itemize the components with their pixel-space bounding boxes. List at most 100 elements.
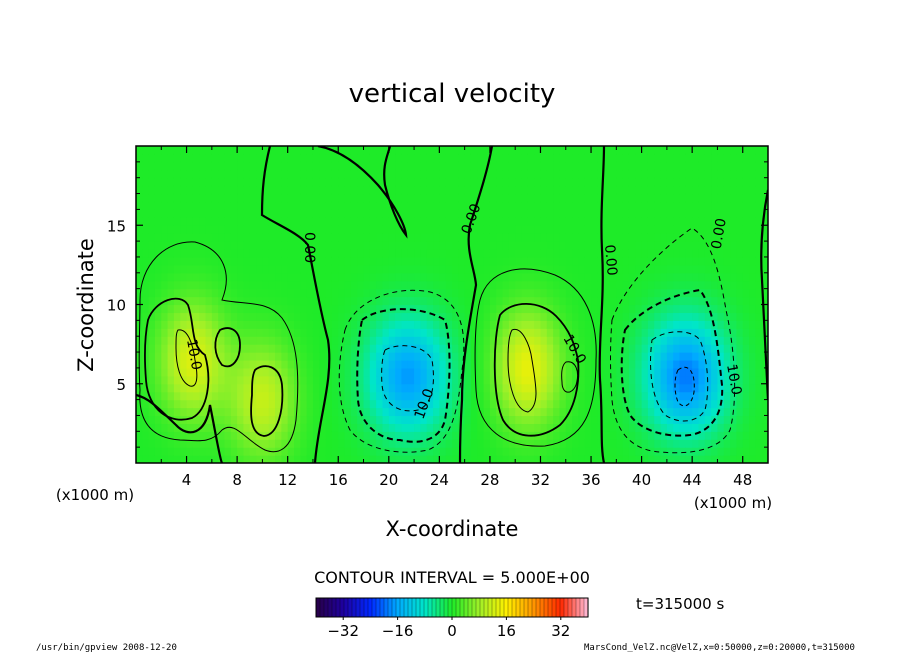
field-cell bbox=[711, 304, 719, 314]
field-cell bbox=[483, 201, 491, 210]
field-cell bbox=[489, 153, 497, 163]
field-cell bbox=[546, 375, 554, 385]
field-cell bbox=[243, 399, 251, 409]
field-cell bbox=[382, 272, 390, 282]
field-cell bbox=[565, 415, 573, 424]
field-cell bbox=[616, 359, 624, 369]
field-cell bbox=[464, 209, 472, 218]
field-cell bbox=[578, 328, 586, 337]
field-cell bbox=[660, 264, 668, 274]
field-cell bbox=[256, 359, 263, 369]
colorbar-swatch bbox=[383, 597, 389, 618]
field-cell bbox=[268, 352, 276, 361]
field-cell bbox=[161, 146, 169, 155]
field-cell bbox=[616, 415, 624, 424]
field-cell bbox=[666, 185, 674, 195]
field-cell bbox=[591, 359, 598, 369]
field-cell bbox=[180, 177, 188, 187]
field-cell bbox=[218, 344, 226, 353]
field-cell bbox=[420, 399, 428, 409]
field-cell bbox=[262, 423, 270, 432]
field-cell bbox=[243, 209, 251, 218]
field-cell bbox=[243, 193, 251, 203]
field-cell bbox=[470, 146, 478, 155]
field-cell bbox=[464, 185, 472, 195]
field-cell bbox=[218, 217, 226, 226]
field-cell bbox=[300, 280, 308, 290]
field-cell bbox=[540, 455, 548, 463]
field-cell bbox=[237, 201, 245, 210]
field-cell bbox=[395, 241, 403, 250]
field-cell bbox=[268, 431, 276, 440]
field-cell bbox=[578, 264, 586, 274]
field-cell bbox=[635, 336, 643, 345]
field-cell bbox=[281, 272, 289, 282]
field-cell bbox=[306, 312, 314, 321]
field-cell bbox=[180, 399, 188, 409]
field-cell bbox=[433, 288, 440, 298]
field-cell bbox=[761, 264, 768, 274]
field-cell bbox=[591, 296, 598, 306]
field-cell bbox=[496, 423, 504, 432]
field-cell bbox=[534, 209, 542, 218]
field-cell bbox=[350, 336, 358, 345]
field-cell bbox=[483, 367, 491, 377]
field-cell bbox=[180, 447, 188, 456]
field-cell bbox=[186, 288, 194, 298]
field-cell bbox=[407, 225, 415, 234]
field-cell bbox=[730, 344, 737, 353]
field-cell bbox=[205, 169, 213, 179]
x-tick-label: 20 bbox=[379, 471, 398, 489]
field-cell bbox=[142, 264, 150, 274]
field-cell bbox=[452, 320, 459, 329]
field-cell bbox=[136, 146, 143, 155]
field-cell bbox=[161, 383, 169, 393]
field-cell bbox=[692, 367, 700, 377]
field-cell bbox=[730, 201, 737, 210]
field-cell bbox=[742, 304, 750, 314]
field-cell bbox=[508, 288, 516, 298]
field-cell bbox=[622, 256, 630, 266]
field-cell bbox=[723, 431, 731, 440]
field-cell bbox=[527, 439, 535, 448]
field-cell bbox=[338, 177, 346, 187]
field-cell bbox=[230, 288, 238, 298]
field-cell bbox=[654, 296, 662, 306]
field-cell bbox=[192, 264, 200, 274]
field-cell bbox=[723, 328, 731, 337]
field-cell bbox=[199, 161, 207, 171]
field-cell bbox=[256, 233, 263, 242]
field-cell bbox=[192, 328, 200, 337]
field-cell bbox=[704, 439, 712, 448]
field-cell bbox=[256, 423, 263, 432]
field-cell bbox=[736, 431, 744, 440]
field-cell bbox=[730, 359, 737, 369]
field-cell bbox=[433, 455, 440, 463]
field-cell bbox=[275, 280, 282, 290]
field-cell bbox=[294, 280, 301, 290]
field-cell bbox=[464, 201, 472, 210]
field-cell bbox=[262, 359, 270, 369]
field-cell bbox=[489, 359, 497, 369]
field-cell bbox=[610, 288, 617, 298]
field-cell bbox=[173, 169, 181, 179]
field-cell bbox=[161, 256, 169, 266]
field-cell bbox=[161, 185, 169, 195]
field-cell bbox=[452, 383, 459, 393]
field-cell bbox=[161, 407, 169, 417]
field-cell bbox=[641, 201, 649, 210]
field-cell bbox=[508, 407, 516, 417]
field-cell bbox=[553, 272, 561, 282]
field-cell bbox=[660, 407, 668, 417]
field-cell bbox=[382, 407, 390, 417]
field-cell bbox=[654, 359, 662, 369]
field-cell bbox=[723, 249, 731, 258]
field-cell bbox=[148, 225, 156, 234]
field-cell bbox=[723, 193, 731, 203]
field-cell bbox=[237, 375, 245, 385]
field-cell bbox=[489, 201, 497, 210]
field-cell bbox=[287, 272, 295, 282]
field-cell bbox=[224, 336, 232, 345]
field-cell bbox=[401, 264, 409, 274]
field-cell bbox=[565, 320, 573, 329]
